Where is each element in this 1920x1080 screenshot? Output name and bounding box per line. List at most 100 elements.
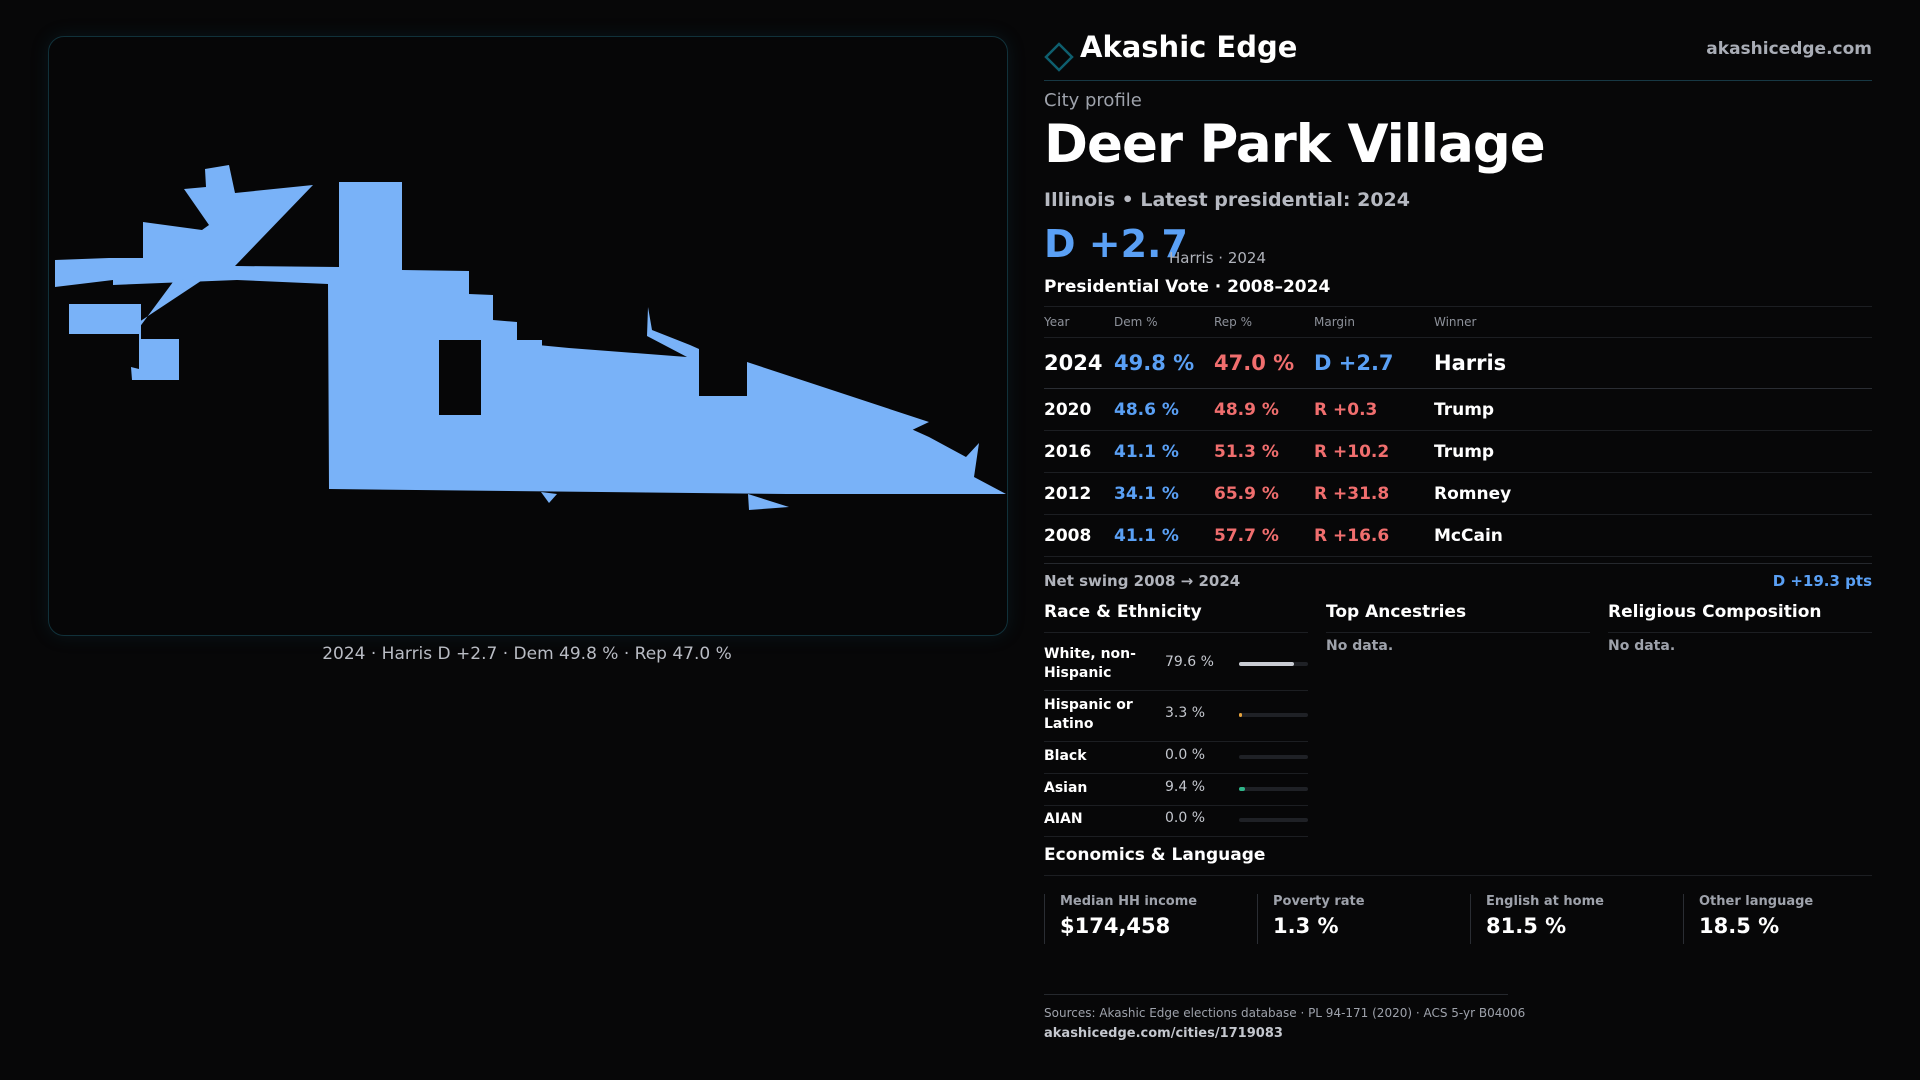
race-row-hispanic: Hispanic or Latino 3.3 % — [1044, 691, 1308, 742]
city-boundary-svg — [55, 165, 1006, 510]
race-row-asian: Asian 9.4 % — [1044, 774, 1308, 806]
map-caption: 2024 · Harris D +2.7 · Dem 49.8 % · Rep … — [322, 644, 732, 664]
col-margin: Margin — [1314, 315, 1355, 329]
row-winner: Harris — [1434, 351, 1507, 375]
row-year: 2016 — [1044, 441, 1092, 462]
race-row-black: Black 0.0 % — [1044, 742, 1308, 774]
net-swing: Net swing 2008 → 2024 D +19.3 pts — [1044, 563, 1872, 598]
race-bar-track — [1239, 818, 1308, 822]
row-winner: Romney — [1434, 483, 1512, 504]
religion-header: Religious Composition — [1608, 600, 1872, 633]
row-rep: 51.3 % — [1214, 441, 1279, 462]
row-dem: 49.8 % — [1114, 351, 1195, 375]
race-label: Asian — [1044, 780, 1088, 796]
net-swing-value: D +19.3 pts — [1772, 572, 1872, 590]
row-year: 2024 — [1044, 351, 1103, 375]
economics-section-title: Economics & Language — [1044, 845, 1266, 865]
econ-label: Poverty rate — [1273, 894, 1365, 909]
row-year: 2020 — [1044, 399, 1092, 420]
econ-card-poverty: Poverty rate 1.3 % — [1257, 894, 1453, 944]
row-margin: R +10.2 — [1314, 441, 1390, 462]
table-row: 2012 34.1 % 65.9 % R +31.8 Romney — [1044, 473, 1872, 515]
boundary-map[interactable] — [48, 36, 1008, 636]
footer-divider — [1044, 994, 1508, 995]
row-winner: Trump — [1434, 441, 1495, 462]
col-dem: Dem % — [1114, 315, 1158, 329]
vote-table: Year Dem % Rep % Margin Winner 2024 49.8… — [1044, 306, 1872, 557]
race-pct: 0.0 % — [1165, 747, 1206, 763]
eyebrow-label: City profile — [1044, 90, 1142, 111]
econ-card-income: Median HH income $174,458 — [1044, 894, 1240, 944]
latest-margin-note: Harris · 2024 — [1169, 249, 1267, 267]
race-label: AIAN — [1044, 811, 1083, 827]
econ-value: 1.3 % — [1273, 914, 1339, 938]
econ-value: $174,458 — [1060, 914, 1171, 938]
row-rep: 48.9 % — [1214, 399, 1279, 420]
race-section-title: Race & Ethnicity — [1044, 602, 1202, 622]
vote-table-header: Year Dem % Rep % Margin Winner — [1044, 307, 1872, 338]
row-rep: 57.7 % — [1214, 525, 1279, 546]
row-margin: R +31.8 — [1314, 483, 1390, 504]
race-pct: 9.4 % — [1165, 779, 1206, 795]
race-pct: 0.0 % — [1165, 810, 1206, 826]
race-label: Hispanic or Latino — [1044, 697, 1133, 732]
race-bar-track — [1239, 755, 1308, 759]
row-dem: 41.1 % — [1114, 525, 1179, 546]
col-winner: Winner — [1434, 315, 1477, 329]
ancestries-header: Top Ancestries — [1326, 600, 1590, 633]
race-header: Race & Ethnicity — [1044, 600, 1308, 633]
col-rep: Rep % — [1214, 315, 1253, 329]
row-dem: 41.1 % — [1114, 441, 1179, 462]
sources-note: Sources: Akashic Edge elections database… — [1044, 1006, 1526, 1020]
table-row: 2020 48.6 % 48.9 % R +0.3 Trump — [1044, 389, 1872, 431]
religion-section-title: Religious Composition — [1608, 602, 1822, 622]
race-pct: 79.6 % — [1165, 654, 1214, 670]
economics-cards: Median HH income $174,458 Poverty rate 1… — [1044, 875, 1872, 945]
city-boundary-shape — [55, 165, 1006, 510]
econ-label: English at home — [1486, 894, 1604, 909]
ancestries-section-title: Top Ancestries — [1326, 602, 1467, 622]
row-rep: 65.9 % — [1214, 483, 1279, 504]
econ-card-english: English at home 81.5 % — [1470, 894, 1666, 944]
table-row: 2024 49.8 % 47.0 % D +2.7 Harris — [1044, 338, 1872, 389]
row-winner: McCain — [1434, 525, 1503, 546]
row-margin: D +2.7 — [1314, 351, 1394, 375]
ancestries-empty: No data. — [1326, 638, 1394, 654]
row-rep: 47.0 % — [1214, 351, 1295, 375]
row-dem: 48.6 % — [1114, 399, 1179, 420]
econ-label: Other language — [1699, 894, 1814, 909]
econ-card-other-language: Other language 18.5 % — [1683, 894, 1879, 944]
latest-margin: D +2.7 — [1044, 222, 1188, 266]
row-margin: R +16.6 — [1314, 525, 1390, 546]
race-label: White, non-Hispanic — [1044, 646, 1136, 681]
row-dem: 34.1 % — [1114, 483, 1179, 504]
religion-empty: No data. — [1608, 638, 1676, 654]
boundary-hole — [439, 340, 481, 415]
econ-value: 81.5 % — [1486, 914, 1567, 938]
brand-header: Akashic Edge akashicedge.com — [1044, 30, 1872, 81]
race-bar-fill — [1239, 662, 1294, 666]
econ-label: Median HH income — [1060, 894, 1198, 909]
net-swing-label: Net swing 2008 → 2024 — [1044, 572, 1241, 590]
col-year: Year — [1044, 315, 1070, 329]
race-row-white: White, non-Hispanic 79.6 % — [1044, 640, 1308, 691]
race-row-aian: AIAN 0.0 % — [1044, 806, 1308, 837]
race-bar-fill — [1239, 713, 1242, 717]
table-row: 2008 41.1 % 57.7 % R +16.6 McCain — [1044, 515, 1872, 557]
row-winner: Trump — [1434, 399, 1495, 420]
site-link[interactable]: akashicedge.com — [1706, 39, 1872, 59]
race-bar-track — [1239, 713, 1308, 717]
brand-name: Akashic Edge — [1080, 30, 1298, 64]
row-year: 2008 — [1044, 525, 1092, 546]
race-bar-track — [1239, 662, 1308, 666]
vote-section-title: Presidential Vote · 2008–2024 — [1044, 277, 1331, 297]
row-year: 2012 — [1044, 483, 1092, 504]
row-margin: R +0.3 — [1314, 399, 1378, 420]
econ-value: 18.5 % — [1699, 914, 1780, 938]
page-title: Deer Park Village — [1044, 114, 1546, 175]
race-label: Black — [1044, 748, 1087, 764]
page-url-link[interactable]: akashicedge.com/cities/1719083 — [1044, 1026, 1283, 1041]
race-bar-track — [1239, 787, 1308, 791]
state-subline: Illinois • Latest presidential: 2024 — [1044, 189, 1411, 211]
race-bar-fill — [1239, 787, 1245, 791]
